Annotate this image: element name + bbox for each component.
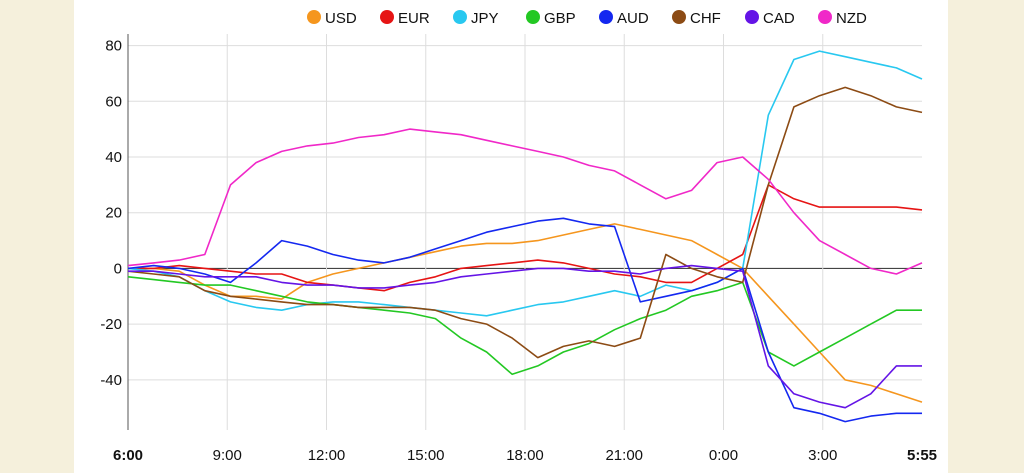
y-tick-label: 20 <box>105 205 122 222</box>
series-line-cad <box>128 264 922 409</box>
legend-swatch-eur <box>380 10 394 24</box>
fx-strength-line-chart: 80 60 40 20 0 -20 -40 6:00 9:00 12:00 15:00 18:00 21… <box>100 10 937 464</box>
y-tick-label: 0 <box>114 260 122 277</box>
x-tick-label: 21:00 <box>605 447 643 464</box>
legend-swatch-usd <box>307 10 321 24</box>
legend-label-jpy: JPY <box>471 10 499 27</box>
series-line-chf <box>127 86 923 359</box>
chart-panel: 80 60 40 20 0 -20 -40 6:00 9:00 12:00 15:00 18:00 21… <box>74 0 948 473</box>
x-tick-label: 18:00 <box>506 447 544 464</box>
series-line-aud <box>127 217 922 423</box>
x-tick-label: 15:00 <box>407 447 445 464</box>
x-tick-label: 9:00 <box>213 447 242 464</box>
legend-swatch-chf <box>672 10 686 24</box>
x-tick-label: 5:55 <box>907 447 937 464</box>
legend-label-chf: CHF <box>690 10 721 27</box>
legend-label-cad: CAD <box>763 10 795 27</box>
legend-label-eur: EUR <box>398 10 430 27</box>
legend-label-gbp: GBP <box>544 10 576 27</box>
series-lines <box>127 50 923 423</box>
series-line-eur <box>128 184 923 292</box>
series-line-gbp <box>127 276 922 376</box>
legend-swatch-jpy <box>453 10 467 24</box>
y-tick-label: -40 <box>100 372 122 389</box>
legend-swatch-aud <box>599 10 613 24</box>
x-tick-label: 0:00 <box>709 447 738 464</box>
series-line-usd <box>128 223 923 403</box>
legend-label-usd: USD <box>325 10 357 27</box>
y-tick-label: -20 <box>100 316 122 333</box>
legend-swatch-gbp <box>526 10 540 24</box>
series-line-jpy <box>127 50 923 317</box>
legend: USD EUR JPY GBP AUD CHF CAD NZD <box>307 10 867 27</box>
x-tick-label: 6:00 <box>113 447 143 464</box>
legend-label-aud: AUD <box>617 10 649 27</box>
series-line-nzd <box>127 128 923 275</box>
x-tick-label: 12:00 <box>308 447 346 464</box>
y-tick-label: 60 <box>105 93 122 110</box>
legend-swatch-cad <box>745 10 759 24</box>
x-tick-label: 3:00 <box>808 447 837 464</box>
y-tick-label: 40 <box>105 149 122 166</box>
grid-lines <box>128 34 922 430</box>
legend-swatch-nzd <box>818 10 832 24</box>
y-tick-label: 80 <box>105 38 122 55</box>
legend-label-nzd: NZD <box>836 10 867 27</box>
axes: 80 60 40 20 0 -20 -40 6:00 9:00 12:00 15:00 18:00 21… <box>100 34 937 464</box>
